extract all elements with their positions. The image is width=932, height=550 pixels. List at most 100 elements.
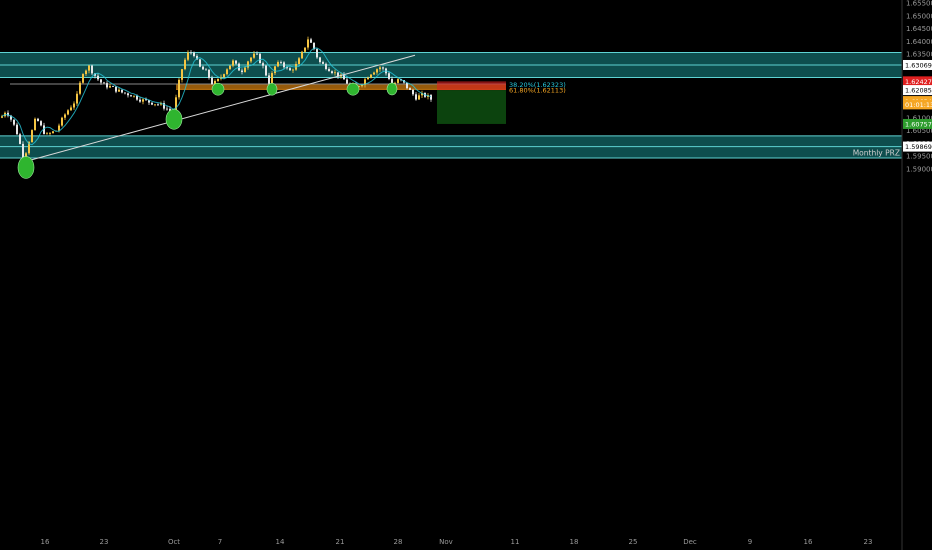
candle: [334, 72, 336, 74]
candle: [19, 134, 21, 144]
candle: [145, 99, 147, 101]
candle: [202, 66, 204, 70]
price-tag-label: 01:01:13: [905, 101, 932, 109]
time-axis[interactable]: 16 23 Oct 7 14 21 28 Nov 11 18 25 Dec 9 16 23: [41, 538, 873, 546]
candle: [76, 93, 78, 104]
candle: [415, 94, 417, 100]
candle: [277, 62, 279, 67]
candle: [109, 86, 111, 88]
candle: [418, 95, 420, 100]
stop-loss-box: [437, 81, 506, 91]
candle: [91, 65, 93, 74]
candle: [364, 79, 366, 85]
y-tick-label: 1.65000: [906, 12, 932, 20]
price-tag-lower-line: [903, 141, 932, 152]
y-tick-label: 1.59000: [906, 165, 932, 173]
y-tick-label: 1.64000: [906, 38, 932, 46]
price-tag-label: 1.60757: [905, 120, 932, 128]
candle: [406, 82, 408, 89]
candle: [253, 53, 255, 58]
candle: [136, 95, 138, 100]
candle: [163, 103, 165, 109]
candle: [319, 57, 321, 63]
candle: [160, 103, 162, 105]
candle: [265, 65, 267, 76]
candle: [10, 115, 12, 120]
candle: [262, 63, 264, 66]
fib-label: 38.20%(1.62323): [509, 81, 566, 89]
candle: [148, 100, 150, 103]
candle: [28, 142, 30, 154]
candle: [151, 102, 153, 105]
candle: [232, 60, 234, 66]
labels-layer: Monthly PRZ: [853, 149, 900, 158]
price-tag-take-profit: [903, 118, 932, 129]
candle: [124, 92, 126, 94]
candle: [1, 116, 3, 118]
candle: [346, 79, 348, 84]
x-tick-label: 25: [629, 538, 638, 546]
touch-marker: [17, 156, 35, 179]
candle: [22, 143, 24, 165]
candle: [184, 59, 186, 70]
touch-marker: [386, 82, 398, 96]
candle: [301, 51, 303, 59]
candle: [130, 95, 132, 97]
candle: [82, 74, 84, 83]
candle: [250, 57, 252, 62]
price-tag-countdown: [903, 99, 932, 110]
candle: [211, 77, 213, 85]
candle: [430, 95, 432, 100]
candle: [31, 130, 33, 143]
x-tick-label: 14: [276, 538, 285, 546]
candle: [199, 59, 201, 67]
position-layer: [437, 81, 506, 124]
candle: [391, 78, 393, 84]
candle: [61, 117, 63, 126]
take-profit-box: [437, 90, 506, 124]
x-tick-label: 21: [336, 538, 345, 546]
candle: [367, 77, 369, 80]
candle: [274, 66, 276, 74]
candle: [217, 78, 219, 82]
candle: [241, 70, 243, 72]
trendline: [24, 54, 416, 163]
touch-marker: [266, 82, 278, 96]
candle: [208, 69, 210, 78]
zone-label: Monthly PRZ: [853, 149, 900, 158]
touch-marker: [346, 82, 360, 96]
candle: [103, 82, 105, 84]
candle: [316, 49, 318, 58]
candle: [361, 84, 363, 87]
candle: [256, 53, 258, 55]
trendline-layer: [24, 54, 416, 163]
candle: [376, 69, 378, 73]
candle: [229, 65, 231, 70]
price-tag-label: 1.62085: [905, 87, 932, 95]
candle: [154, 104, 156, 106]
candle: [85, 70, 87, 75]
fib-label: 61.80%(1.62113): [509, 86, 566, 94]
markers-layer: [17, 82, 398, 179]
candle: [310, 39, 312, 43]
candle: [247, 61, 249, 68]
candle: [412, 89, 414, 95]
candle: [388, 73, 390, 79]
candle: [292, 69, 294, 71]
candle: [193, 52, 195, 57]
candle: [223, 74, 225, 77]
candle: [52, 131, 54, 134]
price-tag-stop-loss: [903, 76, 932, 87]
touch-marker: [211, 82, 225, 96]
x-tick-label: 16: [41, 538, 50, 546]
candle: [100, 79, 102, 83]
y-tick-label: 1.61000: [906, 114, 932, 122]
candle: [94, 73, 96, 76]
x-tick-label: 23: [100, 538, 109, 546]
candle: [178, 79, 180, 98]
candle: [289, 68, 291, 71]
fib-band: [176, 84, 506, 90]
candle: [409, 88, 411, 90]
candle: [37, 118, 39, 122]
